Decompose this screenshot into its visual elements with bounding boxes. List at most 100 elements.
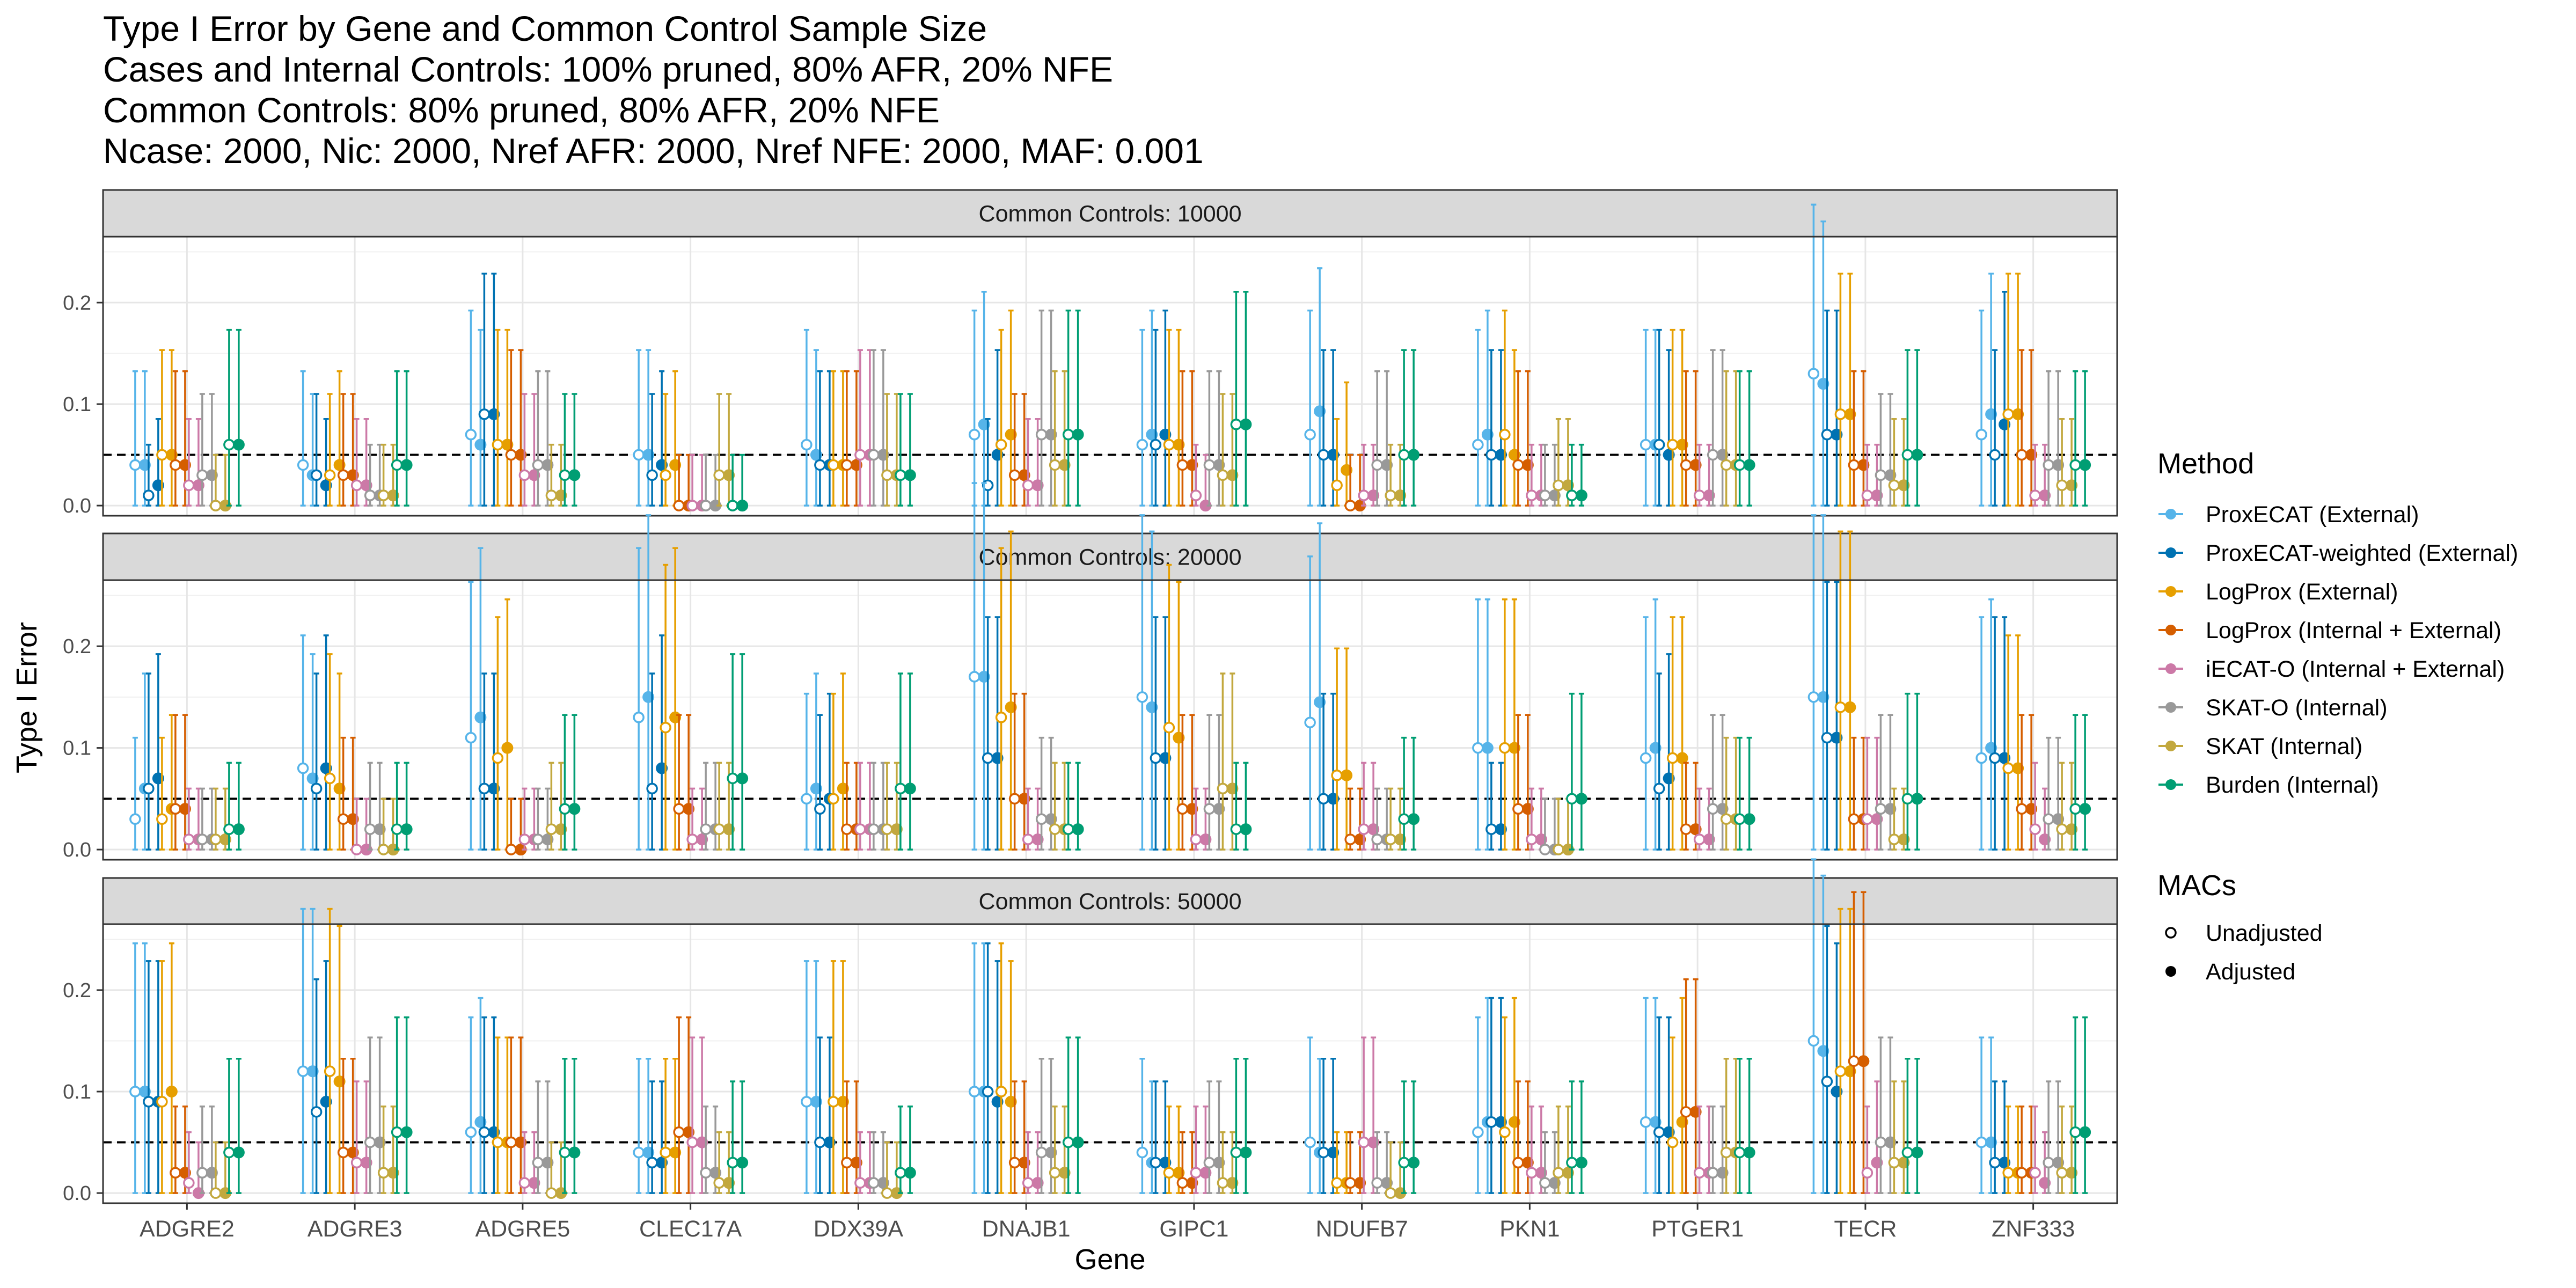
point-adjusted bbox=[2012, 408, 2024, 420]
point-unadjusted bbox=[1512, 1157, 1524, 1169]
legend-label-method: Burden (Internal) bbox=[2206, 772, 2379, 798]
point-unadjusted bbox=[1304, 428, 1316, 441]
point-adjusted bbox=[333, 782, 346, 795]
point-unadjusted bbox=[1008, 1157, 1021, 1169]
point-adjusted bbox=[541, 1157, 554, 1169]
point-adjusted bbox=[1663, 772, 1675, 785]
point-unadjusted bbox=[518, 833, 531, 845]
point-adjusted bbox=[810, 782, 822, 795]
point-adjusted bbox=[1018, 1157, 1030, 1169]
point-unadjusted bbox=[350, 479, 363, 492]
x-tick-label: ADGRE3 bbox=[308, 1216, 402, 1242]
legend-title-macs: MACs bbox=[2157, 869, 2236, 902]
point-unadjusted bbox=[1318, 449, 1329, 461]
panel-border-0 bbox=[102, 236, 2118, 517]
point-unadjusted bbox=[1008, 469, 1021, 481]
point-adjusted bbox=[1408, 449, 1420, 461]
point-adjusted bbox=[2039, 1177, 2051, 1189]
point-adjusted bbox=[1575, 489, 1587, 502]
legend-key-adjusted bbox=[2165, 966, 2176, 977]
point-unadjusted bbox=[364, 823, 376, 835]
point-adjusted bbox=[1240, 418, 1252, 430]
point-unadjusted bbox=[170, 459, 181, 471]
legend-key-point bbox=[2165, 779, 2176, 790]
point-adjusted bbox=[904, 782, 916, 795]
point-adjusted bbox=[206, 1167, 218, 1179]
point-unadjusted bbox=[1485, 823, 1497, 835]
point-unadjusted bbox=[1163, 1167, 1175, 1179]
point-unadjusted bbox=[995, 438, 1007, 451]
x-tick-label: TECR bbox=[1834, 1216, 1897, 1242]
point-adjusted bbox=[837, 782, 849, 795]
point-unadjusted bbox=[1304, 1136, 1316, 1148]
point-unadjusted bbox=[1861, 1167, 1874, 1179]
point-adjusted bbox=[1341, 464, 1353, 476]
point-adjusted bbox=[1676, 752, 1688, 764]
point-unadjusted bbox=[391, 459, 403, 471]
point-adjusted bbox=[991, 1095, 1004, 1108]
point-unadjusted bbox=[1553, 1167, 1564, 1179]
x-axis-title: Gene bbox=[1074, 1243, 1145, 1276]
point-unadjusted bbox=[1888, 833, 1900, 845]
point-unadjusted bbox=[1975, 428, 1987, 441]
point-adjusted bbox=[2079, 1126, 2091, 1138]
point-unadjusted bbox=[1062, 428, 1074, 441]
point-unadjusted bbox=[1989, 449, 2001, 461]
point-unadjusted bbox=[1485, 1116, 1497, 1128]
point-adjusted bbox=[1884, 469, 1897, 481]
point-unadjusted bbox=[532, 1157, 544, 1169]
point-adjusted bbox=[1871, 1157, 1883, 1169]
point-adjusted bbox=[1031, 479, 1044, 492]
point-adjusted bbox=[1676, 1116, 1688, 1128]
point-adjusted bbox=[515, 449, 527, 461]
point-unadjusted bbox=[727, 1157, 738, 1169]
point-unadjusted bbox=[1136, 438, 1148, 451]
point-adjusted bbox=[541, 833, 554, 846]
point-adjusted bbox=[232, 1146, 245, 1159]
point-adjusted bbox=[890, 823, 903, 836]
panel-background-2 bbox=[103, 924, 2117, 1203]
point-unadjusted bbox=[868, 449, 880, 461]
point-adjusted bbox=[1173, 438, 1185, 451]
point-adjusted bbox=[347, 469, 359, 481]
point-unadjusted bbox=[1512, 803, 1524, 815]
point-unadjusted bbox=[545, 1187, 558, 1199]
point-adjusted bbox=[1985, 408, 1997, 420]
point-unadjusted bbox=[968, 671, 980, 683]
point-unadjusted bbox=[350, 844, 363, 855]
point-unadjusted bbox=[129, 459, 141, 471]
point-unadjusted bbox=[1640, 752, 1652, 764]
point-unadjusted bbox=[492, 1136, 504, 1148]
point-adjusted bbox=[1911, 793, 1923, 805]
point-unadjusted bbox=[713, 823, 725, 835]
point-unadjusted bbox=[2056, 479, 2068, 492]
point-unadjusted bbox=[1875, 1136, 1887, 1148]
point-adjusted bbox=[1005, 1095, 1017, 1108]
point-adjusted bbox=[1871, 813, 1883, 825]
point-adjusted bbox=[2066, 479, 2078, 492]
point-adjusted bbox=[696, 1136, 708, 1148]
point-adjusted bbox=[488, 1126, 500, 1138]
point-adjusted bbox=[904, 1167, 916, 1179]
point-unadjusted bbox=[1136, 691, 1148, 703]
point-adjusted bbox=[1689, 823, 1702, 836]
y-tick-label: 0.0 bbox=[63, 839, 91, 861]
point-unadjusted bbox=[143, 782, 155, 795]
point-unadjusted bbox=[1861, 813, 1874, 825]
point-adjusted bbox=[1716, 1167, 1729, 1179]
point-unadjusted bbox=[828, 793, 839, 805]
point-unadjusted bbox=[196, 469, 208, 481]
point-unadjusted bbox=[1640, 438, 1652, 451]
point-unadjusted bbox=[337, 469, 349, 481]
point-adjusted bbox=[1535, 833, 1547, 846]
point-unadjusted bbox=[505, 1136, 517, 1148]
point-adjusted bbox=[1508, 742, 1520, 754]
point-unadjusted bbox=[532, 459, 544, 471]
legend-key-point bbox=[2165, 586, 2176, 597]
legend-key-point bbox=[2165, 509, 2176, 519]
point-unadjusted bbox=[505, 449, 517, 461]
point-adjusted bbox=[1481, 742, 1494, 754]
point-adjusted bbox=[1575, 1157, 1587, 1169]
point-adjusted bbox=[2052, 459, 2065, 471]
